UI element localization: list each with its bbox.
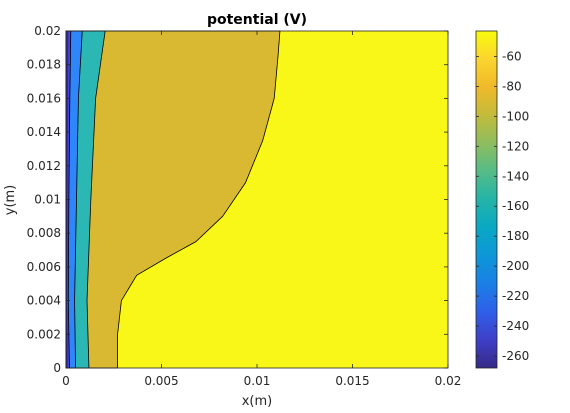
x-tick-label: 0.015 <box>335 374 369 388</box>
y-tick-label: 0.014 <box>27 125 61 139</box>
colorbar-tick-label: -80 <box>502 79 522 93</box>
y-tick-label: 0.018 <box>27 58 61 72</box>
colorbar-tick-label: -100 <box>502 109 529 123</box>
y-tick-label: 0.008 <box>27 226 61 240</box>
colorbar-tick-label: -60 <box>502 49 522 63</box>
x-tick-label: 0.02 <box>435 374 462 388</box>
x-tick-label: 0.005 <box>144 374 178 388</box>
y-tick-label: 0.002 <box>27 327 61 341</box>
y-axis-label: y(m) <box>3 185 18 216</box>
colorbar-tick-label: -260 <box>502 349 529 363</box>
contour-region--95 <box>65 30 281 369</box>
y-tick-label: 0.004 <box>27 294 61 308</box>
colorbar-gradient <box>475 30 498 369</box>
y-tick-label: 0.006 <box>27 260 61 274</box>
plot-area <box>65 30 449 369</box>
colorbar-tick-label: -220 <box>502 289 529 303</box>
x-tick-label: 0.01 <box>244 374 271 388</box>
y-tick-label: 0.016 <box>27 91 61 105</box>
y-tick-label: 0.01 <box>34 193 61 207</box>
colorbar-tick-label: -240 <box>502 319 529 333</box>
colorbar-tick-label: -120 <box>502 139 529 153</box>
y-tick-label: 0 <box>53 361 61 375</box>
x-axis: 0 0.005 0.01 0.015 0.02 <box>62 31 461 388</box>
x-axis-label: x(m) <box>242 394 273 409</box>
chart-title: potential (V) <box>207 12 307 28</box>
colorbar-tick-label: -160 <box>502 199 529 213</box>
y-tick-label: 0.012 <box>27 159 61 173</box>
x-tick-label: 0 <box>62 374 70 388</box>
y-tick-label: 0.02 <box>34 24 61 38</box>
colorbar-tick-label: -140 <box>502 169 529 183</box>
y-axis: 0 0.002 0.004 0.006 0.008 0.01 0.012 0.014 0.016… <box>27 24 448 375</box>
colorbar-tick-label: -200 <box>502 259 529 273</box>
colorbar-tick-label: -180 <box>502 229 529 243</box>
colorbar: -60 -80 -100 -120 -140 -160 -180 -200 -220 -240 -2… <box>475 30 529 369</box>
